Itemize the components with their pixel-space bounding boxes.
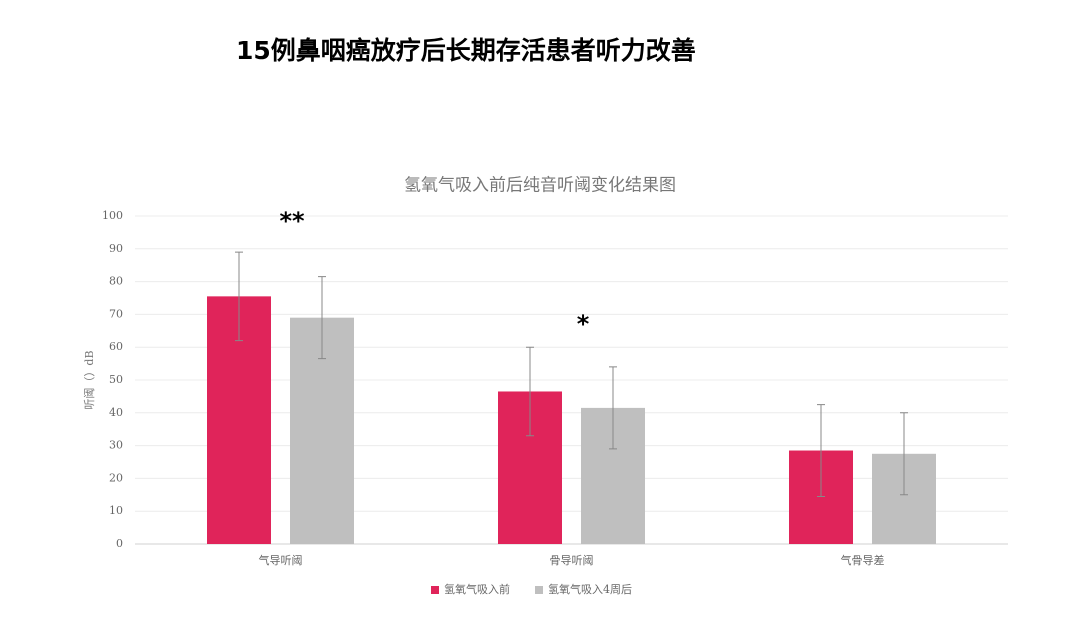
legend-swatch <box>431 586 439 594</box>
y-tick-label: 80 <box>109 275 123 288</box>
slide-title: 15例鼻咽癌放疗后长期存活患者听力改善 <box>236 36 696 65</box>
error-bar <box>900 412 908 496</box>
x-tick-label: 气骨导差 <box>841 553 885 567</box>
y-tick-label: 90 <box>109 242 123 255</box>
chart-title: 氢氧气吸入前后纯音听阈变化结果图 <box>404 176 676 196</box>
error-bar <box>817 404 825 497</box>
y-tick-label: 70 <box>109 307 123 320</box>
y-tick-label: 20 <box>109 471 123 484</box>
error-bar <box>609 366 617 450</box>
legend-swatch <box>535 586 543 594</box>
legend-label: 氢氧气吸入4周后 <box>548 582 632 596</box>
y-tick-label: 100 <box>102 209 123 222</box>
y-tick-label: 0 <box>116 537 123 550</box>
x-tick-label: 骨导听阈 <box>550 553 594 567</box>
annotation: * <box>577 310 590 338</box>
y-tick-label: 50 <box>109 373 123 386</box>
y-tick-label: 40 <box>109 406 123 419</box>
y-tick-label: 30 <box>109 439 123 452</box>
legend-label: 氢氧气吸入前 <box>444 582 510 596</box>
y-tick-label: 60 <box>109 340 123 353</box>
x-tick-label: 气导听阈 <box>259 553 303 567</box>
y-tick-label: 10 <box>109 504 123 517</box>
y-axis-label: 听阈（）dB <box>82 350 96 409</box>
annotation: ** <box>279 207 305 235</box>
error-bar <box>318 276 326 360</box>
error-bar <box>235 251 243 342</box>
error-bar <box>526 346 534 437</box>
